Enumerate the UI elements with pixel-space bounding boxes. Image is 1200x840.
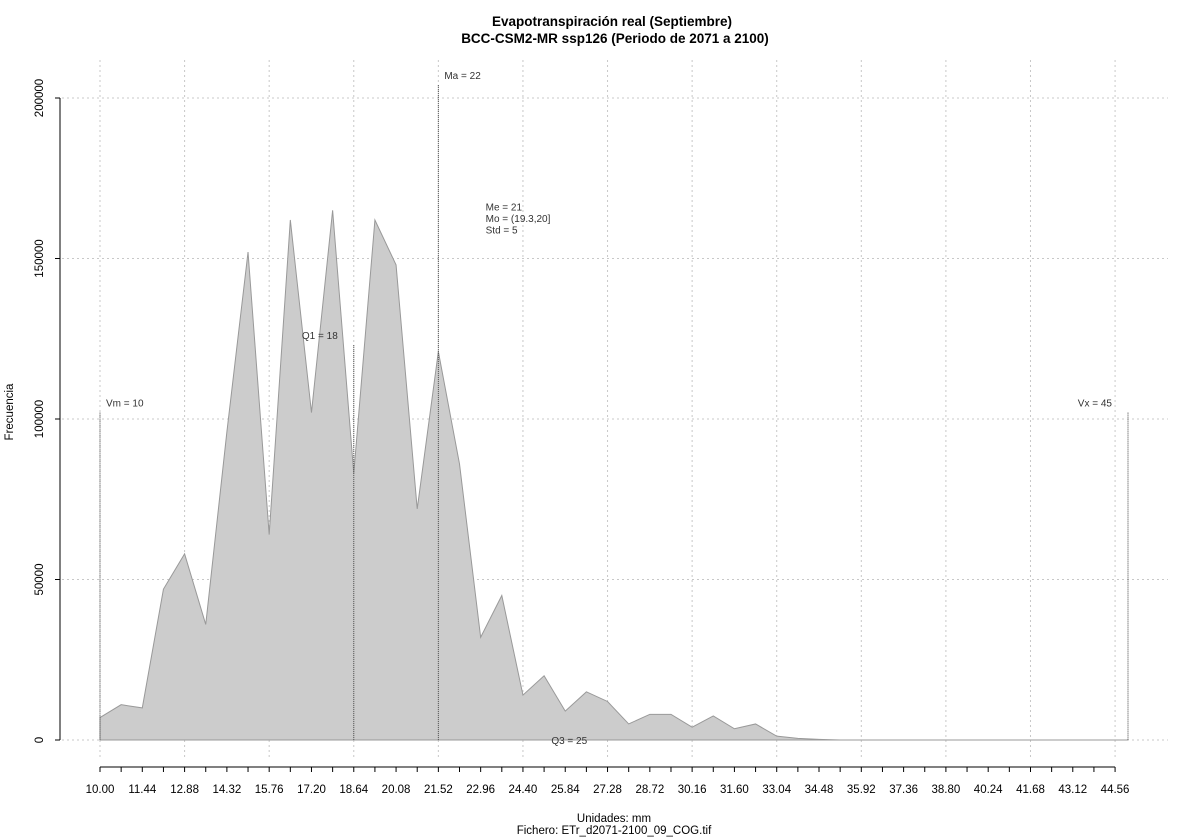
stats-note-line-2: Mo = (19.3,20]: [486, 214, 551, 225]
x-tick-label: 43.12: [1058, 784, 1087, 796]
x-tick-label: 38.80: [932, 784, 961, 796]
chart-title: Evapotranspiración real (Septiembre): [492, 14, 732, 29]
x-tick-label: 28.72: [635, 784, 664, 796]
y-tick-label: 50000: [34, 564, 46, 596]
frequency-area: [99, 210, 1128, 741]
x-tick-label: 31.60: [720, 784, 749, 796]
x-tick-label: 37.36: [889, 784, 918, 796]
y-tick-label: 150000: [34, 239, 46, 277]
marker-label: Q1 = 18: [302, 331, 338, 342]
x-tick-label: 33.04: [762, 784, 791, 796]
stats-note-line-1: Me = 21: [486, 202, 523, 213]
marker-label: Ma = 22: [444, 71, 481, 82]
x-tick-label: 22.96: [466, 784, 495, 796]
x-tick-label: 27.28: [593, 784, 622, 796]
x-tick-label: 21.52: [424, 784, 453, 796]
y-tick-label: 200000: [34, 79, 46, 117]
x-tick-label: 41.68: [1016, 784, 1045, 796]
y-tick-label: 100000: [34, 400, 46, 438]
x-axis-label: Unidades: mm: [577, 813, 651, 825]
x-tick-label: 24.40: [509, 784, 538, 796]
axes: 10.00 11.44 12.88 14.32 15.76 17.20 18.64 20.08…: [34, 79, 1129, 796]
x-tick-label: 20.08: [382, 784, 411, 796]
x-tick-label: 11.44: [128, 784, 157, 796]
x-tick-label: 40.24: [974, 784, 1003, 796]
x-tick-label: 15.76: [255, 784, 284, 796]
x-tick-label: 17.20: [297, 784, 326, 796]
q3-label: Q3 = 25: [551, 736, 587, 747]
area-series: [99, 210, 1128, 741]
x-tick-label: 30.16: [678, 784, 707, 796]
marker-label: Vm = 10: [106, 399, 144, 410]
x-tick-label: 14.32: [212, 784, 241, 796]
x-tick-label: 44.56: [1101, 784, 1130, 796]
x-tick-label: 18.64: [339, 784, 368, 796]
x-tick-label: 34.48: [805, 784, 834, 796]
x-tick-label: 35.92: [847, 784, 876, 796]
x-tick-label: 10.00: [86, 784, 115, 796]
chart-footer: Fichero: ETr_d2071-2100_09_COG.tif: [517, 825, 712, 837]
chart-subtitle: BCC-CSM2-MR ssp126 (Periodo de 2071 a 21…: [461, 31, 769, 46]
y-tick-label: 0: [34, 737, 46, 743]
stats-note-line-3: Std = 5: [486, 225, 518, 236]
x-tick-label: 12.88: [170, 784, 199, 796]
y-axis-label: Frecuencia: [4, 383, 16, 440]
x-tick-label: 25.84: [551, 784, 580, 796]
stat-markers: Vm = 10 Q1 = 18 Ma = 22 Vx = 45: [99, 71, 1129, 740]
marker-label: Vx = 45: [1078, 399, 1113, 410]
